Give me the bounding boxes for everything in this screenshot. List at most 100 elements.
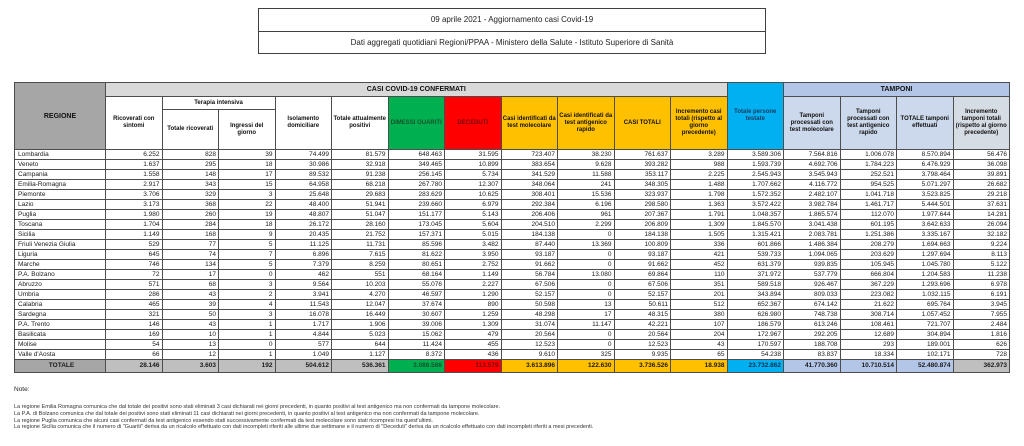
value-cell: 1.094.065 — [783, 249, 841, 260]
value-cell: 91.662 — [613, 259, 671, 270]
table-row: Abruzzo 571 68 3 9.564 10.203 55.076 2.227 67.50… — [14, 279, 1010, 290]
value-cell: 695.764 — [896, 299, 954, 310]
value-cell: 5.734 — [444, 169, 502, 180]
region-name: Piemonte — [14, 189, 106, 200]
table-row: Veneto 1.637 295 18 30.986 32.918 349.465 10.89… — [14, 159, 1010, 170]
group-header-tamponi: TAMPONI — [783, 82, 1010, 97]
table-row: P.A. Trento 146 43 1 1.717 1.906 39.006 1.309 31… — [14, 319, 1010, 330]
value-cell: 3.642.633 — [896, 219, 954, 230]
value-cell: 36.098 — [952, 159, 1010, 170]
value-cell: 728 — [952, 349, 1010, 360]
value-cell: 1.704 — [105, 219, 163, 230]
value-cell: 3 — [218, 279, 276, 290]
value-cell: 6.191 — [952, 289, 1010, 300]
value-cell: 11.731 — [331, 239, 389, 250]
value-cell: 939.835 — [783, 259, 841, 270]
value-cell: 14.281 — [952, 209, 1010, 220]
col-header-persone-testate: Totale persone testate — [726, 82, 784, 150]
value-cell: 462 — [274, 269, 332, 280]
value-cell: 631.379 — [726, 259, 784, 270]
value-cell: 170.597 — [726, 339, 784, 350]
value-cell: 1.798 — [670, 189, 728, 200]
value-cell: 20.564 — [500, 329, 558, 340]
value-cell: 8.372 — [387, 349, 445, 360]
value-cell: 0 — [557, 289, 615, 300]
value-cell: 6.896 — [274, 249, 332, 260]
value-cell: 304.894 — [896, 329, 954, 340]
region-name: Abruzzo — [14, 279, 106, 290]
value-cell: 19 — [218, 209, 276, 220]
value-cell: 626 — [952, 339, 1010, 350]
total-value-cell: 3.086.586 — [387, 359, 445, 373]
value-cell: 5.444.501 — [896, 199, 954, 210]
value-cell: 186.579 — [726, 319, 784, 330]
value-cell: 961 — [557, 209, 615, 220]
value-cell: 207.367 — [613, 209, 671, 220]
value-cell: 32.918 — [331, 159, 389, 170]
value-cell: 383.654 — [500, 159, 558, 170]
value-cell: 67.506 — [500, 279, 558, 290]
value-cell: 2.225 — [670, 169, 728, 180]
value-cell: 112.070 — [839, 209, 897, 220]
value-cell: 512 — [670, 299, 728, 310]
value-cell: 2.917 — [105, 179, 163, 190]
value-cell: 68 — [161, 279, 219, 290]
value-cell: 529 — [105, 239, 163, 250]
value-cell: 666.804 — [839, 269, 897, 280]
value-cell: 241 — [557, 179, 615, 190]
value-cell: 4.270 — [331, 289, 389, 300]
value-cell: 7.615 — [331, 249, 389, 260]
value-cell: 721.707 — [896, 319, 954, 330]
value-cell: 39.891 — [952, 169, 1010, 180]
value-cell: 9.628 — [557, 159, 615, 170]
table-row: Toscana 1.704 284 18 26.172 28.160 173.045 5.60… — [14, 219, 1010, 230]
value-cell: 9.564 — [274, 279, 332, 290]
value-cell: 29.218 — [952, 189, 1010, 200]
value-cell: 3 — [218, 309, 276, 320]
value-cell: 988 — [670, 159, 728, 170]
value-cell: 343.894 — [726, 289, 784, 300]
value-cell: 6.979 — [444, 199, 502, 210]
value-cell: 436 — [444, 349, 502, 360]
value-cell: 292.384 — [500, 199, 558, 210]
value-cell: 69.864 — [613, 269, 671, 280]
col-header-ricoverati-sintomi: Ricoverati con sintomi — [105, 96, 163, 150]
value-cell: 761.637 — [613, 149, 671, 160]
value-cell: 626.980 — [726, 309, 784, 320]
col-header-deceduti: DECEDUTI — [444, 96, 502, 150]
value-cell: 252.521 — [839, 169, 897, 180]
value-cell: 1.259 — [444, 309, 502, 320]
value-cell: 421 — [670, 249, 728, 260]
value-cell: 6.196 — [557, 199, 615, 210]
note-line: La regione Sicilia comunica che il numer… — [14, 424, 594, 431]
value-cell: 54.238 — [726, 349, 784, 360]
value-cell: 30.607 — [387, 309, 445, 320]
value-cell: 1.309 — [670, 219, 728, 230]
value-cell: 18 — [218, 159, 276, 170]
value-cell: 52.157 — [613, 289, 671, 300]
col-header-regione: REGIONE — [14, 82, 106, 150]
value-cell: 74.499 — [274, 149, 332, 160]
value-cell: 48.807 — [274, 209, 332, 220]
value-cell: 28.160 — [331, 219, 389, 230]
value-cell: 348.305 — [613, 179, 671, 190]
value-cell: 204 — [670, 329, 728, 340]
value-cell: 3.482 — [444, 239, 502, 250]
value-cell: 11.238 — [952, 269, 1010, 280]
total-value-cell: 192 — [218, 359, 276, 373]
col-header-dimessi-guariti: DIMESSI GUARITI — [387, 96, 445, 150]
value-cell: 0 — [218, 269, 276, 280]
value-cell: 746 — [105, 259, 163, 270]
value-cell: 341.529 — [500, 169, 558, 180]
value-cell: 17 — [557, 309, 615, 320]
value-cell: 2.545.943 — [726, 169, 784, 180]
value-cell: 55.076 — [387, 279, 445, 290]
region-name: Friuli Venezia Giulia — [14, 239, 106, 250]
value-cell: 10.203 — [331, 279, 389, 290]
value-cell: 38.230 — [557, 149, 615, 160]
region-name: Molise — [14, 339, 106, 350]
value-cell: 239.660 — [387, 199, 445, 210]
table-header: REGIONE CASI COVID-19 CONFERMATI Totale … — [14, 82, 1010, 150]
value-cell: 184.138 — [500, 229, 558, 240]
value-cell: 91.238 — [331, 169, 389, 180]
